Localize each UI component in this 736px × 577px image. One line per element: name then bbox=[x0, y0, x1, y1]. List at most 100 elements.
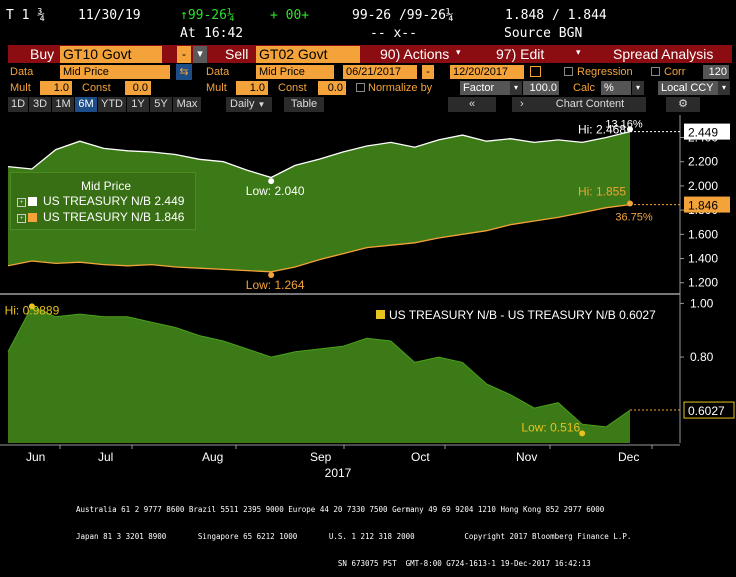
spread-area bbox=[8, 306, 630, 443]
low-bottom-label: Low: 1.264 bbox=[246, 278, 305, 292]
period-tab-3d[interactable]: 3D bbox=[29, 97, 51, 112]
series-line-orange bbox=[7, 203, 631, 273]
mult2-field[interactable]: 1.0 bbox=[236, 81, 268, 95]
yields: 1.848 / 1.844 bbox=[505, 8, 607, 23]
sell-ticker-field[interactable]: GT02 Govt bbox=[256, 46, 360, 63]
period-tab-6m[interactable]: 6M bbox=[75, 97, 97, 112]
pct-bottom: 36.75% bbox=[615, 212, 653, 224]
last-value-spread: 0.6027 bbox=[688, 404, 725, 418]
x-tick-label: Nov bbox=[516, 450, 537, 464]
corr-label: Corr bbox=[664, 66, 686, 78]
buy-ticker-dropdown[interactable]: - bbox=[177, 46, 191, 63]
axes: 2.4002.2002.0001.8001.6001.4001.2001.000… bbox=[0, 115, 735, 480]
period-tab-1y[interactable]: 1Y bbox=[127, 97, 149, 112]
footer-line-2: Japan 81 3 3201 8900 Singapore 65 6212 1… bbox=[76, 532, 632, 541]
x-tick-label: Oct bbox=[411, 450, 430, 464]
pct-top: 13.16% bbox=[605, 119, 643, 131]
calc-label: Calc bbox=[573, 82, 596, 94]
normalize-label: Normalize by bbox=[368, 82, 433, 94]
swap-icon[interactable]: ⇆ bbox=[176, 64, 192, 80]
const2-label: Const bbox=[278, 82, 307, 94]
settings-gear-icon[interactable]: ⚙ bbox=[666, 97, 700, 112]
start-date-field[interactable]: 06/21/2017 bbox=[343, 65, 417, 79]
factor-dropdown[interactable]: Factor bbox=[460, 81, 510, 95]
spread-legend-swatch bbox=[376, 310, 385, 319]
mult-field[interactable]: 1.0 bbox=[40, 81, 72, 95]
quote-date: 11/30/19 bbox=[78, 8, 141, 23]
legend-expand-icon[interactable]: + bbox=[17, 198, 26, 207]
change-value: + 00+ bbox=[270, 8, 310, 23]
actions-menu[interactable]: 90) Actions bbox=[380, 46, 450, 62]
corr-field[interactable]: 120 bbox=[703, 65, 729, 79]
spread-analysis-title: Spread Analysis bbox=[613, 46, 714, 62]
data-label: Data bbox=[10, 66, 34, 78]
edit-chevron-icon: ▾ bbox=[576, 47, 581, 57]
const-field[interactable]: 0.0 bbox=[125, 81, 151, 95]
period-tab-1m[interactable]: 1M bbox=[52, 97, 74, 112]
hi-top-label-dot bbox=[627, 126, 633, 133]
regression-label: Regression bbox=[577, 66, 633, 78]
legend-swatch-white bbox=[28, 197, 37, 206]
ccy-chevron-icon[interactable]: ▾ bbox=[718, 81, 730, 95]
x-tick-label: Aug bbox=[202, 450, 223, 464]
calendar-icon[interactable] bbox=[530, 66, 541, 77]
calc-dropdown[interactable]: % bbox=[601, 81, 631, 95]
price-change: ↑99-26¼ bbox=[180, 8, 235, 23]
quote-time: 16:42 bbox=[204, 26, 244, 41]
legend-series-1: US TREASURY N/B 2.449 bbox=[43, 194, 185, 208]
period-tab-5y[interactable]: 5Y bbox=[150, 97, 172, 112]
legend-title: Mid Price bbox=[81, 179, 132, 193]
footer-line-1: Australia 61 2 9777 8600 Brazil 5511 239… bbox=[76, 505, 605, 514]
legend-series-2: US TREASURY N/B 1.846 bbox=[43, 210, 185, 224]
spread-legend: US TREASURY N/B - US TREASURY N/B 0.6027 bbox=[356, 308, 676, 326]
footer: Australia 61 2 9777 8600 Brazil 5511 239… bbox=[76, 487, 736, 577]
x-tick-label: Sep bbox=[310, 450, 332, 464]
buy-label: Buy bbox=[30, 46, 55, 62]
factor-chevron-icon[interactable]: ▾ bbox=[510, 81, 522, 95]
chart-content-label: Chart Content bbox=[555, 98, 625, 110]
source: Source BGN bbox=[504, 26, 583, 41]
x-year-label: 2017 bbox=[325, 466, 352, 480]
y-tick-label: 1.600 bbox=[688, 227, 718, 241]
regression-checkbox[interactable] bbox=[564, 67, 573, 76]
bid-ask: 99-26 /99-26¼ bbox=[352, 8, 454, 23]
last-value-spread-bg bbox=[683, 401, 735, 419]
period-tab-ytd[interactable]: YTD bbox=[98, 97, 126, 112]
y-tick-label: 2.200 bbox=[688, 155, 718, 169]
low-top-label: Low: 2.040 bbox=[246, 184, 305, 198]
end-date-field[interactable]: 12/20/2017 bbox=[450, 65, 524, 79]
chart-content-button[interactable]: › Chart Content bbox=[512, 97, 646, 112]
normalize-checkbox[interactable] bbox=[356, 83, 365, 92]
calc-chevron-icon[interactable]: ▾ bbox=[632, 81, 644, 95]
hi-bottom-label: Hi: 1.855 bbox=[578, 184, 626, 198]
x-tick-label: Jun bbox=[26, 450, 45, 464]
x-tick-label: Dec bbox=[618, 450, 639, 464]
date-separator: - bbox=[422, 65, 434, 79]
y-tick-label: 1.00 bbox=[690, 296, 714, 310]
factor-amount-field[interactable]: 100.0 bbox=[523, 81, 559, 95]
collapse-left-button[interactable]: « bbox=[448, 97, 496, 112]
spread-line bbox=[7, 305, 631, 428]
last-value-orange-bg bbox=[684, 196, 730, 213]
chart-content-chevron-icon: › bbox=[520, 98, 524, 110]
low-spread-label: Low: 0.516 bbox=[521, 420, 580, 434]
ccy-dropdown[interactable]: Local CCY bbox=[658, 81, 718, 95]
edit-menu[interactable]: 97) Edit bbox=[496, 46, 545, 62]
x-tick-label: Jul bbox=[98, 450, 113, 464]
const2-field[interactable]: 0.0 bbox=[318, 81, 346, 95]
legend-expand-icon[interactable]: + bbox=[17, 214, 26, 223]
buy-ticker-field[interactable]: GT10 Govt bbox=[60, 46, 162, 63]
data2-field[interactable]: Mid Price bbox=[256, 65, 334, 79]
low-bottom-label-dot bbox=[268, 271, 275, 278]
hi-spread-label-dot bbox=[28, 303, 35, 310]
data-field[interactable]: Mid Price bbox=[60, 65, 170, 79]
spread-legend-value: 0.6027 bbox=[619, 308, 656, 322]
series-line-white bbox=[7, 130, 631, 179]
frequency-dropdown[interactable]: Daily ▼ bbox=[226, 97, 272, 112]
corr-checkbox[interactable] bbox=[651, 67, 660, 76]
period-tab-max[interactable]: Max bbox=[173, 97, 201, 112]
buy-menu-button[interactable]: ▾ bbox=[193, 46, 207, 63]
period-tab-1d[interactable]: 1D bbox=[8, 97, 28, 112]
table-button[interactable]: Table bbox=[284, 97, 324, 112]
data2-label: Data bbox=[206, 66, 230, 78]
